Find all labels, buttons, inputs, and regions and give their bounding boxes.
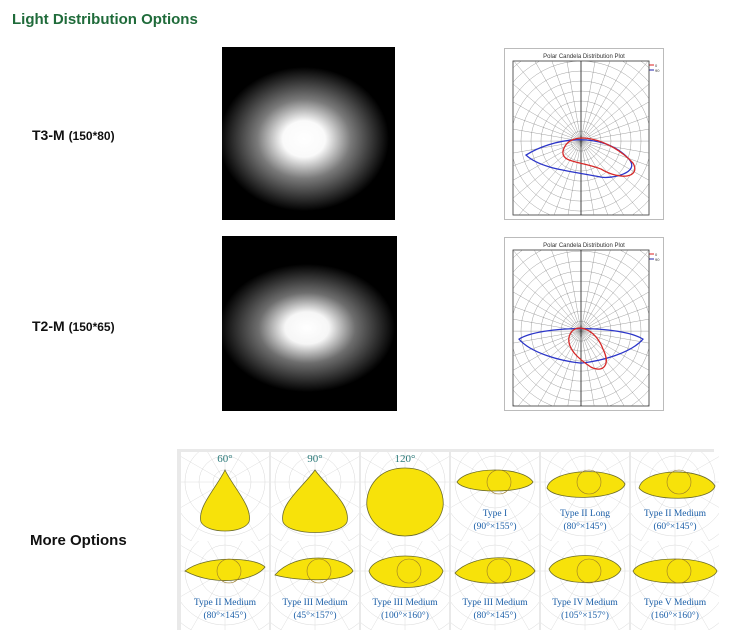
option-angle: 60° (217, 453, 233, 465)
light-shape (368, 555, 444, 588)
distribution-option: Type II Long (80°×145°) (541, 452, 629, 541)
light-shape (632, 558, 718, 584)
polar-grid (513, 61, 649, 215)
light-shape (456, 469, 534, 492)
light-shape (546, 471, 626, 498)
curve-0 (568, 327, 607, 370)
option-name: Type IV Medium (552, 598, 618, 608)
option-label-t2m: T2-M (150*65) (32, 318, 115, 334)
light-shape (548, 555, 622, 583)
curve-90 (518, 327, 644, 364)
option-size: (150*65) (68, 320, 115, 334)
light-shape (282, 469, 348, 533)
option-name: Type V Medium (643, 598, 707, 608)
polar-grid (513, 250, 649, 406)
distribution-option: Type I (90°×155°) (451, 452, 539, 541)
option-code: T2-M (32, 318, 65, 334)
light-shape (274, 557, 354, 581)
plot-legend: 090 (649, 252, 660, 262)
light-shape (184, 558, 266, 581)
plot-title: Polar Candela Distribution Plot (543, 54, 625, 60)
plot-title: Polar Candela Distribution Plot (543, 243, 625, 249)
more-options-grid: 60° 90° 120° Type I (90°×155°) Type II Long (8… (177, 449, 719, 630)
beam-pattern-image-t3m (222, 47, 395, 220)
distribution-option: Type II Medium (80°×145°) (181, 541, 269, 630)
light-shape (366, 467, 444, 537)
option-dims: (100°×160°) (381, 611, 429, 621)
curve-0 (562, 137, 636, 177)
light-shape (638, 471, 716, 499)
option-name: Type II Medium (643, 509, 707, 519)
option-dims: (105°×157°) (561, 611, 609, 621)
distribution-option: Type III Medium (45°×157°) (271, 541, 359, 630)
curve-90 (524, 139, 633, 179)
more-options-label: More Options (30, 532, 127, 549)
option-dims: (60°×145°) (653, 522, 697, 532)
svg-text:90: 90 (655, 68, 660, 73)
option-size: (150*80) (68, 129, 115, 143)
polar-plot-t3m: Polar Candela Distribution Plot 0 90 (504, 48, 664, 220)
option-angle: 120° (394, 453, 416, 465)
option-dims: (80°×145°) (203, 611, 247, 621)
option-name: Type II Long (560, 509, 610, 519)
option-name: Type I (482, 509, 508, 519)
option-dims: (80°×145°) (563, 522, 607, 532)
option-name: Type III Medium (372, 598, 438, 608)
distribution-option: Type III Medium (100°×160°) (361, 541, 449, 630)
polar-plot-t2m: Polar Candela Distribution Plot 0 90 (504, 237, 664, 411)
distribution-option: 120° (361, 452, 449, 541)
distribution-option: Type V Medium (160°×160°) (631, 541, 719, 630)
svg-text:0: 0 (655, 63, 658, 68)
svg-text:0: 0 (655, 252, 658, 257)
distribution-option: 90° (271, 452, 359, 541)
option-label-t3m: T3-M (150*80) (32, 127, 115, 143)
option-angle: 90° (307, 453, 323, 465)
beam-pattern-image-t2m (222, 236, 397, 411)
page-heading: Light Distribution Options (12, 11, 198, 28)
distribution-option: Type II Medium (60°×145°) (631, 452, 719, 541)
distribution-option: Type IV Medium (105°×157°) (541, 541, 629, 630)
option-name: Type III Medium (282, 598, 348, 608)
light-shape (454, 557, 536, 584)
distribution-option: Type III Medium (80°×145°) (451, 541, 539, 630)
option-dims: (80°×145°) (473, 611, 517, 621)
option-dims: (160°×160°) (651, 611, 699, 621)
option-dims: (45°×157°) (293, 611, 337, 621)
option-name: Type II Medium (193, 598, 257, 608)
option-code: T3-M (32, 127, 65, 143)
option-name: Type III Medium (462, 598, 528, 608)
plot-legend: 090 (649, 63, 660, 73)
light-shape (200, 469, 250, 532)
distribution-option: 60° (181, 452, 269, 541)
svg-text:90: 90 (655, 257, 660, 262)
option-dims: (90°×155°) (473, 522, 517, 532)
